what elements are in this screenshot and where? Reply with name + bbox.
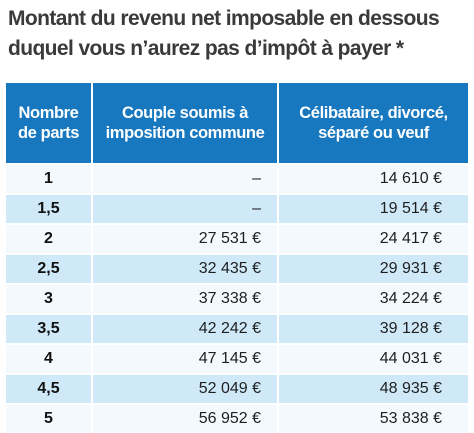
table-row: 3,5 42 242 € 39 128 € [6, 313, 468, 344]
header-couple: Couple soumis à imposition commune [92, 83, 279, 164]
couple-value-cell: 47 145 € [92, 343, 279, 374]
couple-value-cell: 42 242 € [92, 313, 279, 344]
single-value-cell: 39 128 € [278, 313, 468, 344]
table-row: 3 37 338 € 34 224 € [6, 283, 468, 314]
header-nombre-de-parts: Nombre de parts [6, 83, 93, 164]
parts-cell: 3 [6, 283, 93, 314]
single-value-cell: 44 031 € [278, 343, 468, 374]
table-row: 5 56 952 € 53 838 € [6, 403, 468, 433]
table-row: 2,5 32 435 € 29 931 € [6, 253, 468, 284]
parts-cell: 1 [6, 163, 93, 194]
single-value-cell: 14 610 € [278, 163, 468, 194]
single-value-cell: 48 935 € [278, 373, 468, 404]
couple-value-cell: – [92, 193, 279, 224]
parts-cell: 3,5 [6, 313, 93, 344]
parts-cell: 5 [6, 403, 93, 433]
couple-value-cell: 27 531 € [92, 223, 279, 254]
parts-cell: 2 [6, 223, 93, 254]
couple-value-cell: 56 952 € [92, 403, 279, 433]
single-value-cell: 29 931 € [278, 253, 468, 284]
table-row: 4 47 145 € 44 031 € [6, 343, 468, 374]
couple-value-cell: 52 049 € [92, 373, 279, 404]
single-value-cell: 19 514 € [278, 193, 468, 224]
parts-cell: 4 [6, 343, 93, 374]
couple-value-cell: 32 435 € [92, 253, 279, 284]
parts-cell: 1,5 [6, 193, 93, 224]
header-celibataire: Célibataire, divorcé, séparé ou veuf [278, 83, 468, 164]
table-row: 1,5 – 19 514 € [6, 193, 468, 224]
single-value-cell: 24 417 € [278, 223, 468, 254]
parts-cell: 4,5 [6, 373, 93, 404]
table-header-row: Nombre de parts Couple soumis à impositi… [6, 83, 468, 164]
page-title: Montant du revenu net imposable en desso… [8, 7, 440, 60]
single-value-cell: 34 224 € [278, 283, 468, 314]
single-value-cell: 53 838 € [278, 403, 468, 433]
couple-value-cell: – [92, 163, 279, 194]
couple-value-cell: 37 338 € [92, 283, 279, 314]
table-row: 4,5 52 049 € 48 935 € [6, 373, 468, 404]
tax-threshold-table: Nombre de parts Couple soumis à impositi… [6, 83, 468, 433]
parts-cell: 2,5 [6, 253, 93, 284]
table-row: 2 27 531 € 24 417 € [6, 223, 468, 254]
table-row: 1 – 14 610 € [6, 163, 468, 194]
